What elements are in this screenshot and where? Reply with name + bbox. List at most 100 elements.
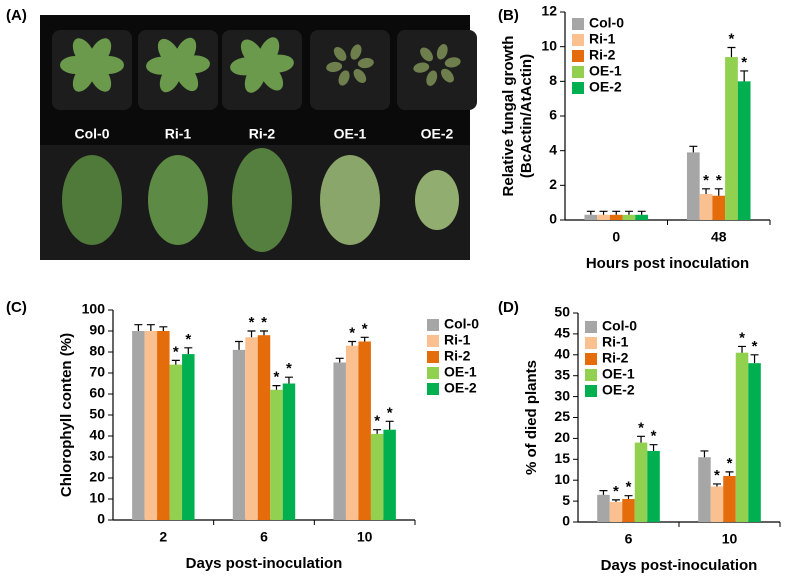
y-tick-label: 40 bbox=[89, 427, 105, 443]
y-tick-label: 90 bbox=[89, 322, 105, 338]
legend-swatch bbox=[585, 353, 597, 365]
x-tick-label: 10 bbox=[722, 531, 738, 547]
bar bbox=[647, 450, 660, 522]
legend-label: OE-2 bbox=[602, 382, 635, 398]
error-bar bbox=[714, 188, 723, 196]
error-bar bbox=[134, 324, 143, 331]
genotype-label: Col-0 bbox=[75, 126, 110, 142]
x-axis-label: Days post-inoculation bbox=[601, 557, 758, 573]
rosette-leaf bbox=[413, 62, 430, 73]
significance-marker: * bbox=[651, 428, 657, 445]
y-tick-label: 2 bbox=[549, 176, 557, 192]
y-tick-label: 80 bbox=[89, 343, 105, 359]
error-bar bbox=[612, 210, 621, 215]
significance-marker: * bbox=[374, 413, 380, 430]
genotype-label: OE-2 bbox=[421, 126, 454, 142]
bar bbox=[157, 331, 170, 520]
error-bar bbox=[624, 210, 633, 215]
significance-marker: * bbox=[703, 172, 709, 189]
legend-label: Ri-2 bbox=[602, 350, 629, 366]
x-tick-label: 6 bbox=[625, 531, 633, 547]
detached-leaf bbox=[320, 155, 380, 245]
legend-swatch bbox=[585, 385, 597, 397]
legend-swatch bbox=[572, 66, 584, 78]
panel-label: (D) bbox=[498, 299, 519, 316]
significance-marker: * bbox=[613, 483, 619, 500]
significance-marker: * bbox=[261, 314, 267, 331]
detached-leaf bbox=[62, 155, 122, 245]
error-bar bbox=[637, 435, 646, 443]
y-tick-label: 12 bbox=[541, 3, 557, 19]
rosette-leaf bbox=[259, 62, 284, 91]
bar bbox=[698, 457, 711, 522]
legend-swatch bbox=[427, 383, 439, 395]
legend-label: OE-1 bbox=[444, 364, 477, 380]
significance-marker: * bbox=[716, 172, 722, 189]
legend-swatch bbox=[427, 319, 439, 331]
y-tick-label: 15 bbox=[554, 450, 570, 466]
y-axis-label: Chlorophyll conten (%) bbox=[58, 333, 75, 497]
rosette-leaf bbox=[436, 44, 448, 60]
y-tick-label: 0 bbox=[562, 513, 570, 529]
bar bbox=[270, 389, 283, 520]
rosette-leaf bbox=[441, 68, 454, 83]
x-axis-label: Hours post inoculation bbox=[586, 255, 749, 272]
bar bbox=[735, 352, 749, 522]
error-bar bbox=[272, 385, 281, 390]
y-axis-label: % of died plants bbox=[523, 360, 540, 475]
y-tick-label: 70 bbox=[89, 364, 105, 380]
y-tick-label: 8 bbox=[549, 72, 557, 88]
significance-marker: * bbox=[626, 479, 632, 496]
bar bbox=[686, 152, 700, 220]
legend-label: OE-1 bbox=[602, 366, 635, 382]
error-bar bbox=[649, 444, 658, 451]
error-bar bbox=[284, 376, 293, 384]
bar bbox=[710, 486, 724, 522]
y-tick-label: 100 bbox=[82, 301, 106, 317]
bar bbox=[635, 214, 649, 220]
significance-marker: * bbox=[739, 329, 745, 346]
bar bbox=[182, 354, 195, 520]
significance-marker: * bbox=[752, 338, 758, 355]
x-tick-label: 0 bbox=[612, 229, 620, 245]
legend-label: Ri-1 bbox=[589, 31, 616, 47]
panel-label: (C) bbox=[6, 299, 27, 316]
y-tick-label: 50 bbox=[554, 304, 570, 320]
error-bar bbox=[348, 340, 357, 346]
significance-marker: * bbox=[387, 404, 393, 421]
pot bbox=[310, 30, 390, 110]
significance-marker: * bbox=[362, 320, 368, 337]
legend-swatch bbox=[572, 82, 584, 94]
rosette-leaf bbox=[444, 57, 461, 68]
bar bbox=[370, 433, 384, 520]
detached-leaf bbox=[415, 170, 459, 230]
bar bbox=[725, 57, 738, 220]
legend-swatch bbox=[585, 321, 597, 333]
significance-marker: * bbox=[729, 31, 735, 48]
error-bar bbox=[247, 330, 256, 338]
legend-label: Ri-1 bbox=[602, 334, 629, 350]
significance-marker: * bbox=[185, 331, 191, 348]
rosette-leaf bbox=[177, 55, 210, 74]
error-bar bbox=[700, 450, 709, 458]
x-tick-label: 10 bbox=[357, 529, 373, 545]
legend-swatch bbox=[585, 369, 597, 381]
genotype-label: OE-1 bbox=[334, 126, 367, 142]
legend-label: Col-0 bbox=[589, 15, 624, 31]
y-tick-label: 10 bbox=[89, 490, 105, 506]
y-tick-label: 10 bbox=[541, 37, 557, 53]
pot bbox=[397, 30, 477, 110]
error-bar bbox=[599, 490, 608, 495]
significance-marker: * bbox=[173, 343, 179, 360]
x-tick-label: 48 bbox=[711, 229, 727, 245]
legend-label: OE-2 bbox=[444, 380, 477, 396]
y-tick-label: 6 bbox=[549, 107, 557, 123]
y-tick-label: 0 bbox=[549, 211, 557, 227]
legend-swatch bbox=[572, 18, 584, 30]
bar bbox=[245, 337, 258, 520]
error-bar bbox=[740, 70, 749, 82]
bar bbox=[699, 194, 713, 220]
detached-leaf bbox=[232, 148, 292, 252]
bar bbox=[232, 349, 246, 520]
